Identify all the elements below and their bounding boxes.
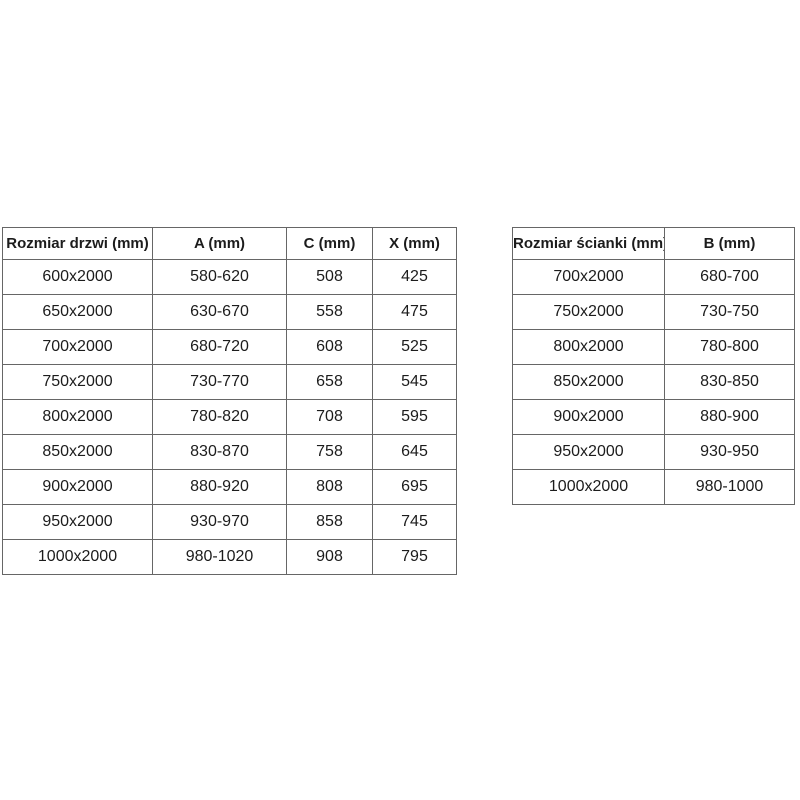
table-cell: 658 [286,364,373,400]
table-cell: 980-1020 [152,539,287,575]
table-row: 800x2000 780-820 708 595 [2,399,457,435]
table-cell: 645 [372,434,457,470]
wall-table-header-row: Rozmiar ścianki (mm) B (mm) [512,227,795,260]
column-header: B (mm) [664,227,795,260]
table-cell: 680-700 [664,259,795,295]
door-size-table: Rozmiar drzwi (mm) A (mm) C (mm) X (mm) 600… [2,227,457,575]
table-cell: 595 [372,399,457,435]
table-cell: 708 [286,399,373,435]
table-cell: 850x2000 [2,434,153,470]
table-cell: 780-800 [664,329,795,365]
table-row: 750x2000 730-750 [512,294,795,330]
table-cell: 930-950 [664,434,795,470]
table-cell: 980-1000 [664,469,795,505]
column-header: Rozmiar ścianki (mm) [512,227,665,260]
table-row: 650x2000 630-670 558 475 [2,294,457,330]
table-cell: 950x2000 [512,434,665,470]
column-header: Rozmiar drzwi (mm) [2,227,153,260]
column-header: C (mm) [286,227,373,260]
column-header: X (mm) [372,227,457,260]
table-cell: 700x2000 [512,259,665,295]
table-row: 600x2000 580-620 508 425 [2,259,457,295]
table-cell: 558 [286,294,373,330]
table-cell: 630-670 [152,294,287,330]
table-row: 1000x2000 980-1020 908 795 [2,539,457,575]
table-row: 850x2000 830-870 758 645 [2,434,457,470]
table-cell: 750x2000 [2,364,153,400]
wall-size-table: Rozmiar ścianki (mm) B (mm) 700x2000 680-7… [512,227,795,505]
table-cell: 700x2000 [2,329,153,365]
table-cell: 908 [286,539,373,575]
table-row: 750x2000 730-770 658 545 [2,364,457,400]
table-cell: 1000x2000 [512,469,665,505]
table-cell: 900x2000 [512,399,665,435]
table-cell: 750x2000 [512,294,665,330]
table-cell: 795 [372,539,457,575]
table-cell: 425 [372,259,457,295]
table-cell: 880-920 [152,469,287,505]
table-cell: 800x2000 [2,399,153,435]
table-row: 900x2000 880-900 [512,399,795,435]
table-row: 950x2000 930-950 [512,434,795,470]
table-cell: 1000x2000 [2,539,153,575]
table-cell: 930-970 [152,504,287,540]
door-table-header-row: Rozmiar drzwi (mm) A (mm) C (mm) X (mm) [2,227,457,260]
table-cell: 525 [372,329,457,365]
table-row: 700x2000 680-700 [512,259,795,295]
table-cell: 858 [286,504,373,540]
column-header: A (mm) [152,227,287,260]
table-cell: 850x2000 [512,364,665,400]
table-cell: 808 [286,469,373,505]
table-row: 850x2000 830-850 [512,364,795,400]
table-cell: 900x2000 [2,469,153,505]
table-row: 700x2000 680-720 608 525 [2,329,457,365]
table-cell: 475 [372,294,457,330]
table-cell: 508 [286,259,373,295]
table-cell: 758 [286,434,373,470]
table-cell: 650x2000 [2,294,153,330]
table-cell: 780-820 [152,399,287,435]
table-cell: 745 [372,504,457,540]
table-row: 900x2000 880-920 808 695 [2,469,457,505]
table-cell: 730-770 [152,364,287,400]
table-cell: 800x2000 [512,329,665,365]
table-cell: 880-900 [664,399,795,435]
table-row: 950x2000 930-970 858 745 [2,504,457,540]
table-cell: 830-850 [664,364,795,400]
table-cell: 950x2000 [2,504,153,540]
table-cell: 680-720 [152,329,287,365]
table-cell: 695 [372,469,457,505]
table-cell: 545 [372,364,457,400]
table-cell: 600x2000 [2,259,153,295]
table-row: 800x2000 780-800 [512,329,795,365]
table-cell: 830-870 [152,434,287,470]
table-cell: 580-620 [152,259,287,295]
table-cell: 608 [286,329,373,365]
table-cell: 730-750 [664,294,795,330]
table-row: 1000x2000 980-1000 [512,469,795,505]
